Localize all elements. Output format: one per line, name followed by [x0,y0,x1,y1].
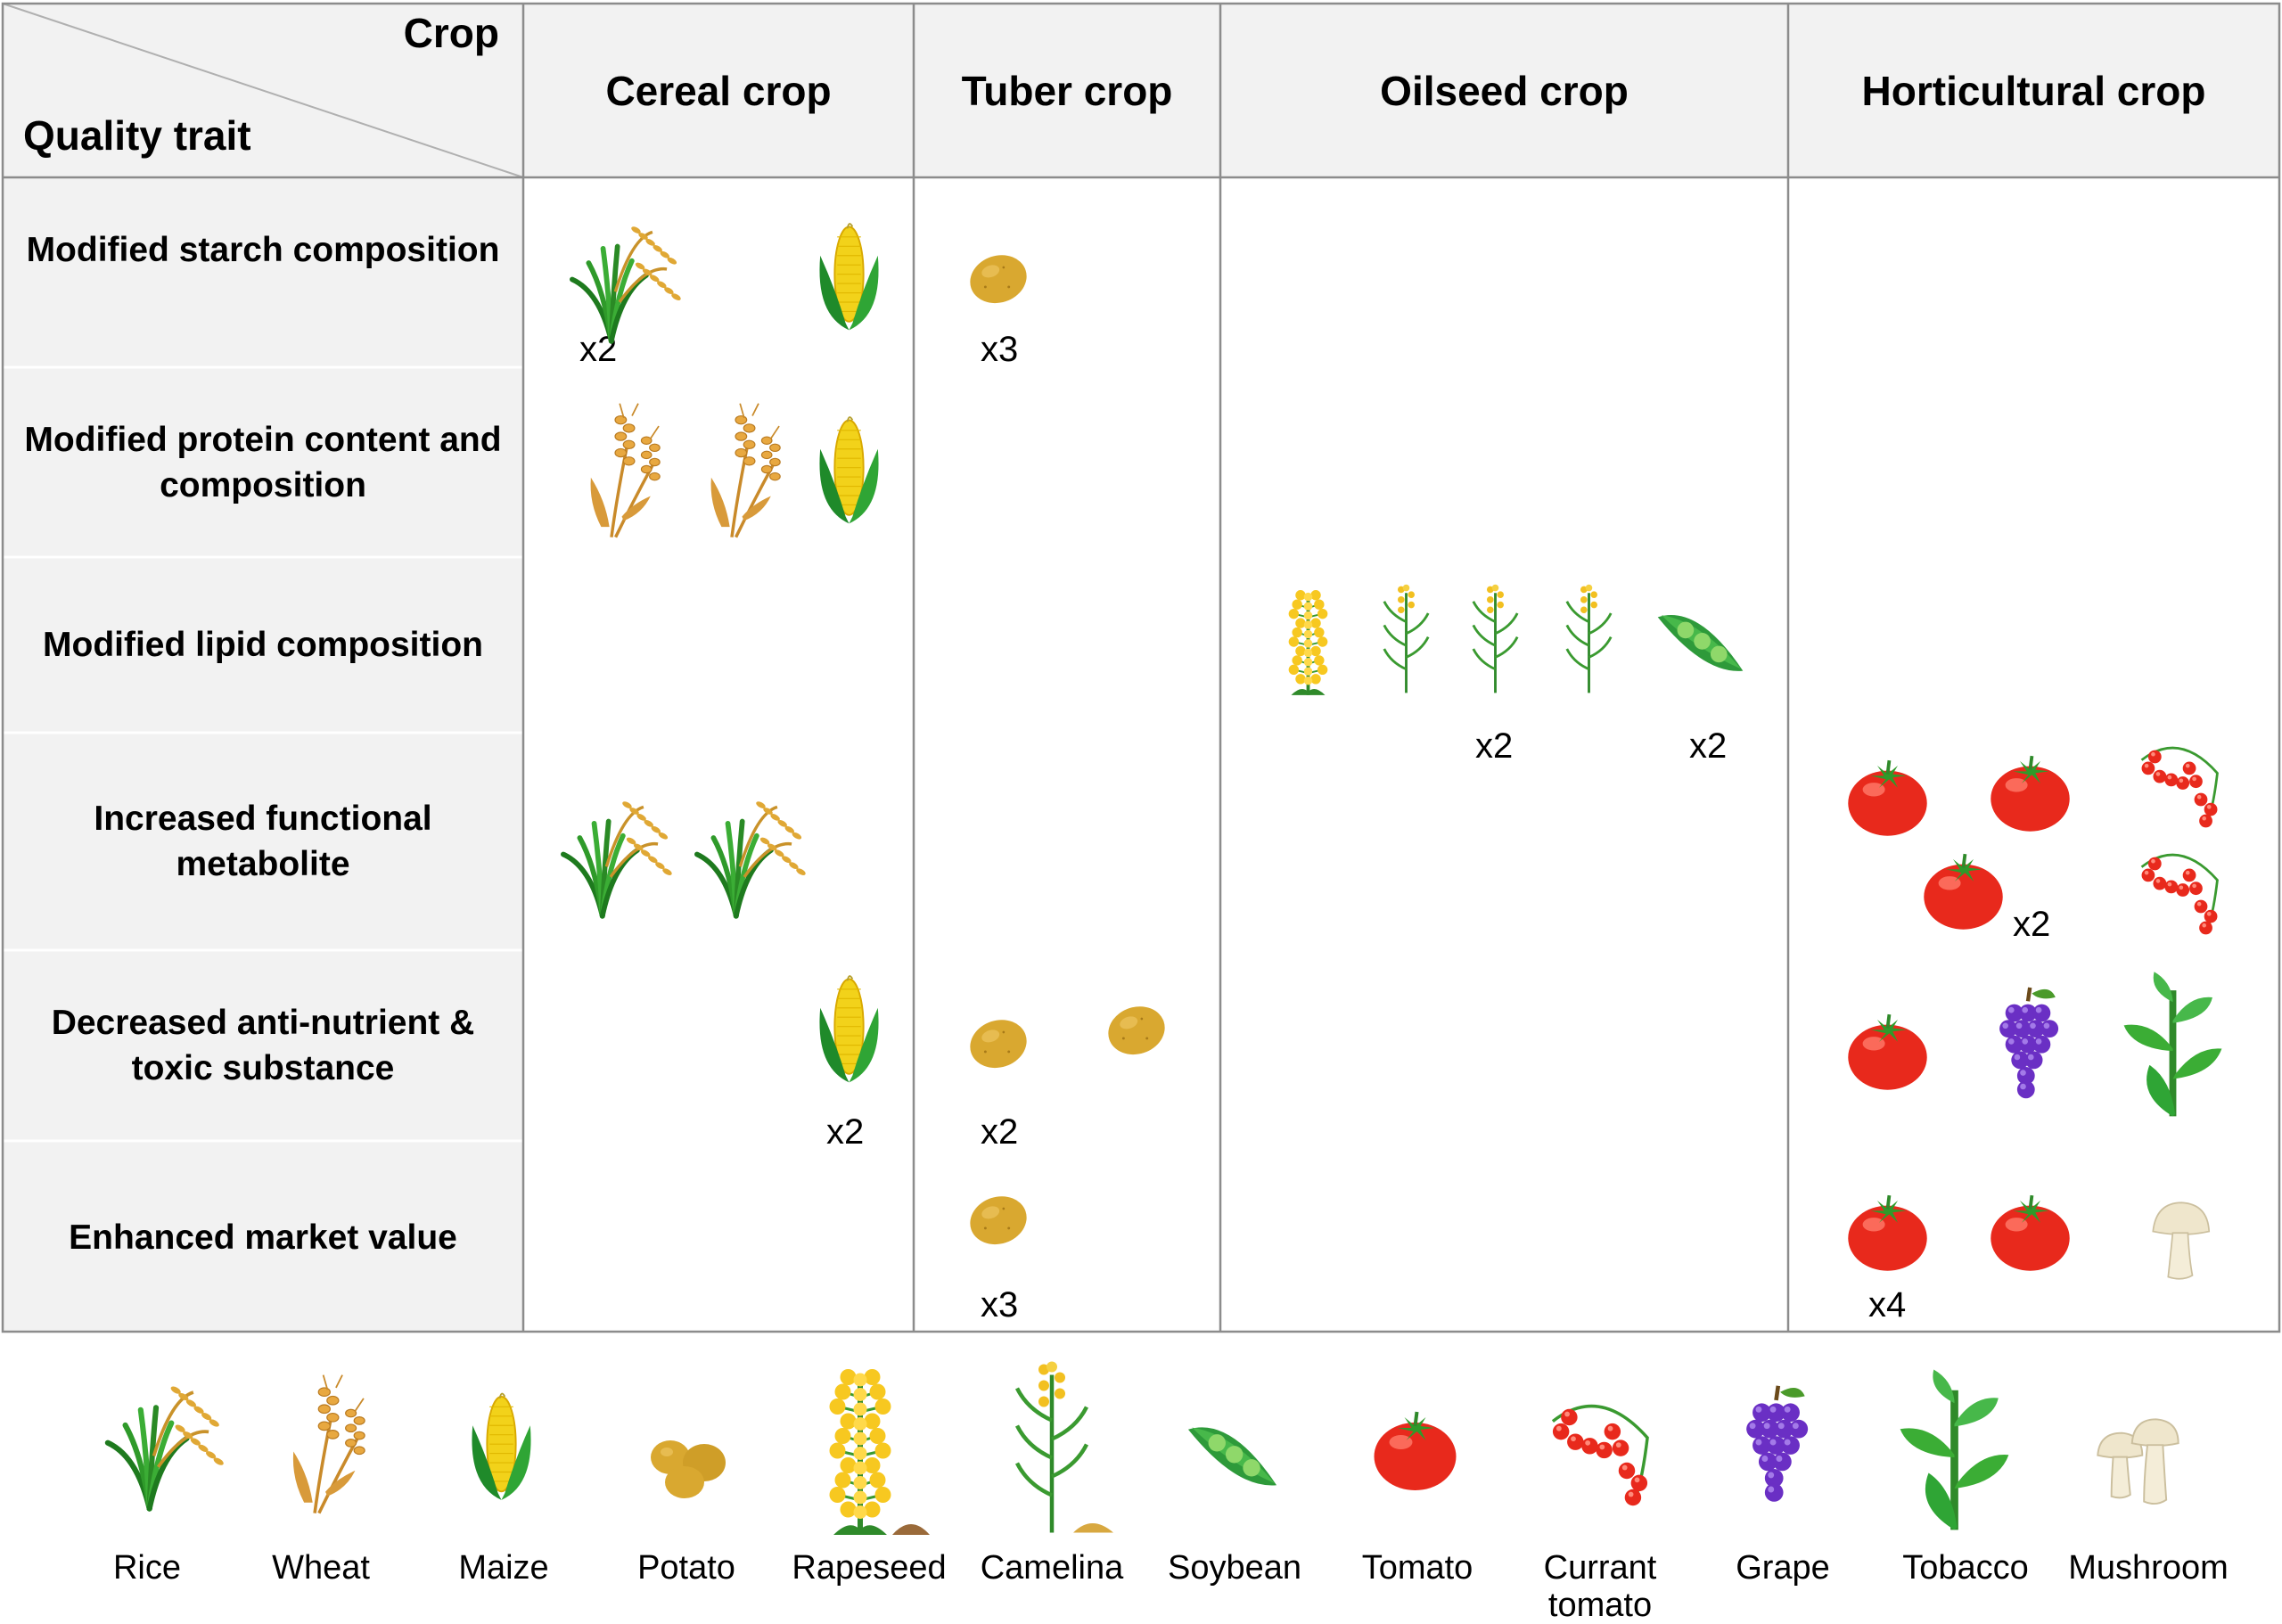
multiplier-antinutrient-cereal: x2 [826,1112,865,1152]
rice-icon [104,1386,224,1512]
legend-label-rice: Rice [112,1549,182,1587]
multiplier-market-horticultural: x4 [1868,1285,1907,1325]
axis-column-label: Crop [403,10,499,56]
multiplier-lipid-camelina: x2 [1475,726,1514,766]
maize-icon [819,223,879,331]
rice-icon [694,801,806,919]
trait-label-antinutrient: Decreased anti-nutrient & toxic substanc… [51,1004,475,1087]
mushroom-icon [2097,1418,2179,1505]
grid-lines [1,2,2281,1333]
mushroom-icon [2152,1202,2211,1280]
potato-icon [970,1020,1027,1069]
column-header-tuber: Tuber crop [961,68,1173,114]
header-row-background [3,4,2279,177]
trait-label-protein: Modified protein content and composition [24,421,502,504]
trait-label-lipid: Modified lipid composition [43,626,483,664]
tomato-icon [1924,853,2003,930]
rapeseed-icon [1288,590,1328,695]
legend-label-potato: Potato [637,1549,735,1587]
camelina-icon [1565,584,1613,693]
rice-icon [570,226,681,344]
currant-tomato-icon [2140,746,2219,828]
tomato-icon [1848,759,1927,836]
legend-label-rapeseed: Rapeseed [792,1549,947,1587]
trait-label-metabolite: Increased functional metabolite [94,800,432,883]
multiplier-lipid-soybean: x2 [1689,726,1728,766]
potato-icon [970,255,1027,304]
multiplier-antinutrient-tuber: x2 [981,1112,1019,1152]
trait-row-separators [3,365,523,1143]
trait-label-starch: Modified starch composition [26,231,500,269]
currant-tomato-icon [1551,1404,1649,1506]
tomato-icon [1848,1013,1927,1090]
soybean-icon [1657,615,1744,671]
soybean-icon [1187,1427,1277,1486]
maize-icon [819,416,879,524]
rapeseed-icon [829,1369,930,1535]
column-header-oilseed: Oilseed crop [1380,68,1629,114]
potato-icon [651,1440,726,1498]
grape-icon [1999,987,2059,1099]
wheat-icon [590,403,661,538]
tobacco-icon [1900,1369,2009,1530]
legend-label-soybean: Soybean [1167,1549,1301,1587]
legend-label-tomato: Tomato [1361,1549,1473,1587]
camelina-icon [1014,1361,1113,1533]
legend-label-maize: Maize [458,1549,549,1587]
legend-label-grape: Grape [1736,1549,1830,1587]
header-diagonal [2,3,524,178]
tomato-icon [1374,1411,1457,1490]
multiplier-starch-tuber: x3 [981,330,1019,369]
legend-label-currant-tomato: Currant tomato [1543,1549,1657,1624]
tomato-icon [1991,755,2070,832]
multiplier-metabolite-horticultural: x2 [2013,905,2051,944]
wheat-icon [710,403,781,538]
legend-label-wheat: Wheat [272,1549,370,1587]
multiplier-market-tuber: x3 [981,1285,1019,1325]
camelina-icon [1472,584,1519,693]
legend-label-mushroom: Mushroom [2068,1549,2229,1587]
column-header-horticultural: Horticultural crop [1861,68,2206,114]
camelina-icon [1383,584,1430,693]
maize-icon [819,975,879,1083]
tomato-icon [1848,1194,1927,1271]
maize-icon [472,1392,531,1500]
potato-icon [1108,1006,1165,1055]
currant-tomato-icon [2140,853,2219,935]
tomato-icon [1991,1194,2070,1271]
trait-label-market: Enhanced market value [69,1218,457,1257]
axis-row-label: Quality trait [23,112,251,159]
tobacco-icon [2123,972,2222,1117]
potato-icon [970,1196,1027,1245]
trait-column-background [3,177,523,1332]
legend-label-camelina: Camelina [980,1549,1124,1587]
legend-label-tobacco: Tobacco [1902,1549,2029,1587]
grape-icon [1746,1385,1809,1502]
wheat-icon [292,1374,365,1514]
column-header-cereal: Cereal crop [605,68,832,114]
table-grid [1,2,2281,1333]
rice-icon [561,801,672,919]
